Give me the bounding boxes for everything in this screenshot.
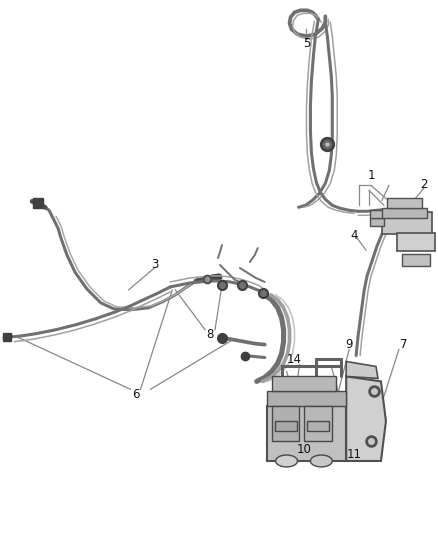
Bar <box>382 212 431 234</box>
Bar <box>370 211 384 218</box>
Text: 4: 4 <box>350 229 358 241</box>
Ellipse shape <box>276 455 297 467</box>
Text: 11: 11 <box>346 448 362 461</box>
Bar <box>387 198 422 208</box>
Text: 3: 3 <box>151 257 158 271</box>
Text: 6: 6 <box>132 388 139 401</box>
Text: 5: 5 <box>303 37 310 50</box>
Polygon shape <box>346 361 378 378</box>
Text: 2: 2 <box>420 178 427 191</box>
Bar <box>267 391 346 406</box>
Ellipse shape <box>311 455 332 467</box>
Bar <box>402 254 430 266</box>
Bar <box>307 421 329 431</box>
Bar <box>397 233 434 251</box>
Bar <box>304 406 332 441</box>
Bar <box>275 421 297 431</box>
Bar <box>272 376 336 391</box>
Polygon shape <box>346 376 386 461</box>
Text: 14: 14 <box>287 353 302 366</box>
Bar <box>272 406 300 441</box>
Text: 10: 10 <box>297 442 312 456</box>
Text: 1: 1 <box>367 169 375 182</box>
Text: 7: 7 <box>400 338 408 351</box>
Text: 9: 9 <box>346 338 353 351</box>
Bar <box>267 406 346 461</box>
Bar <box>382 208 427 218</box>
Bar <box>370 218 384 226</box>
Text: 8: 8 <box>206 328 214 341</box>
